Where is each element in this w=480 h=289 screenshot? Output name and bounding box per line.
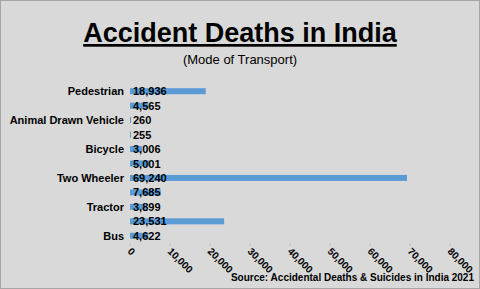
bar: [130, 132, 131, 138]
category-label: Tractor: [87, 201, 125, 213]
tick-label: 80,000: [446, 246, 476, 276]
tick-label: 10,000: [166, 246, 196, 276]
bar: [130, 117, 131, 123]
data-label: 4,622: [133, 230, 161, 242]
category-label: Bus: [103, 230, 124, 242]
tick: [450, 243, 451, 246]
tick-label: 70,000: [406, 246, 436, 276]
title: Accident Deaths in India: [83, 18, 398, 48]
data-label: 7,685: [133, 186, 161, 198]
chart: Accident Deaths in India (Mode of Transpo…: [0, 0, 480, 289]
chart-root: Accident Deaths in India (Mode of Transpo…: [0, 0, 480, 289]
data-label: 23,531: [133, 215, 167, 227]
category-label: Bicycle: [85, 143, 124, 155]
data-label: 3,899: [133, 201, 161, 213]
tick: [410, 243, 411, 246]
data-label: 69,240: [133, 172, 167, 184]
bar: [130, 175, 407, 181]
tick: [170, 243, 171, 246]
data-label: 5,001: [133, 158, 161, 170]
category-label: Animal Drawn Vehicle: [10, 114, 124, 126]
data-label: 18,936: [133, 85, 167, 97]
category-label: Pedestrian: [68, 85, 125, 97]
tick: [330, 243, 331, 246]
category-label: Two Wheeler: [57, 172, 125, 184]
tick-label: 50,000: [326, 246, 356, 276]
data-label: 255: [133, 129, 151, 141]
data-label: 4,565: [133, 100, 161, 112]
tick: [210, 243, 211, 246]
tick: [250, 243, 251, 246]
data-label: 260: [133, 114, 151, 126]
bars: [130, 88, 407, 239]
data-label: 3,006: [133, 143, 161, 155]
tick-label: 0: [126, 246, 138, 258]
subtitle: (Mode of Transport): [183, 52, 297, 67]
tick-label: 20,000: [206, 246, 236, 276]
background: [1, 1, 480, 289]
tick-label: 30,000: [246, 246, 276, 276]
tick: [370, 243, 371, 246]
tick: [130, 243, 131, 246]
tick: [290, 243, 291, 246]
tick-label: 40,000: [286, 246, 316, 276]
tick-label: 60,000: [366, 246, 396, 276]
